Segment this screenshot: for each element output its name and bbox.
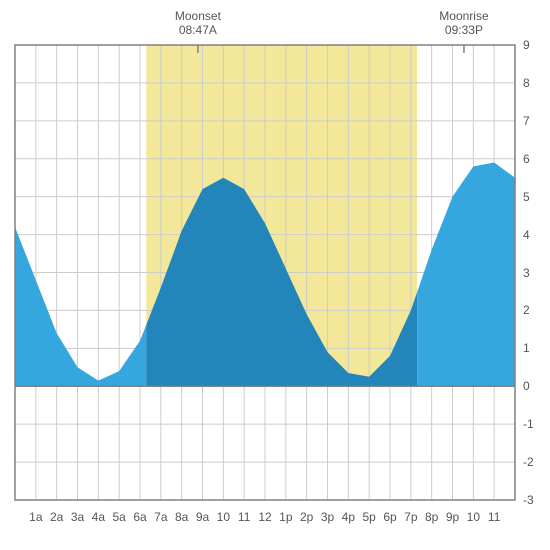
moonset-title: Moonset [175,9,221,23]
x-tick-label: 5p [362,510,375,524]
x-tick-label: 7a [154,510,167,524]
moonrise-label: Moonrise 09:33P [439,9,488,38]
x-tick-label: 7p [404,510,417,524]
moonset-time: 08:47A [175,23,221,37]
tide-chart: Moonset 08:47A Moonrise 09:33P -3-2-1012… [0,0,550,550]
x-tick-label: 2p [300,510,313,524]
x-tick-label: 4a [92,510,105,524]
x-tick-label: 8a [175,510,188,524]
x-tick-label: 2a [50,510,63,524]
x-tick-label: 10 [217,510,230,524]
x-tick-label: 6a [133,510,146,524]
x-tick-label: 3p [321,510,334,524]
x-tick-label: 10 [467,510,480,524]
x-tick-label: 5a [112,510,125,524]
y-tick-label: 7 [523,114,530,128]
y-tick-label: 5 [523,190,530,204]
y-tick-label: 3 [523,266,530,280]
y-tick-label: 1 [523,341,530,355]
y-tick-label: 4 [523,228,530,242]
x-tick-label: 11 [488,510,500,524]
y-tick-label: 6 [523,152,530,166]
x-tick-label: 1a [29,510,42,524]
y-tick-label: 8 [523,76,530,90]
x-tick-label: 8p [425,510,438,524]
y-tick-label: 0 [523,379,530,393]
x-tick-label: 11 [238,510,250,524]
x-tick-label: 4p [342,510,355,524]
moonset-label: Moonset 08:47A [175,9,221,38]
x-tick-label: 9a [196,510,209,524]
x-tick-label: 12 [258,510,271,524]
x-tick-label: 1p [279,510,292,524]
y-tick-label: 9 [523,38,530,52]
y-tick-label: -3 [523,493,534,507]
y-tick-label: 2 [523,303,530,317]
chart-svg [0,0,550,550]
x-tick-label: 9p [446,510,459,524]
x-tick-label: 3a [71,510,84,524]
y-tick-label: -2 [523,455,534,469]
moonrise-time: 09:33P [439,23,488,37]
moonrise-title: Moonrise [439,9,488,23]
y-tick-label: -1 [523,417,534,431]
x-tick-label: 6p [383,510,396,524]
